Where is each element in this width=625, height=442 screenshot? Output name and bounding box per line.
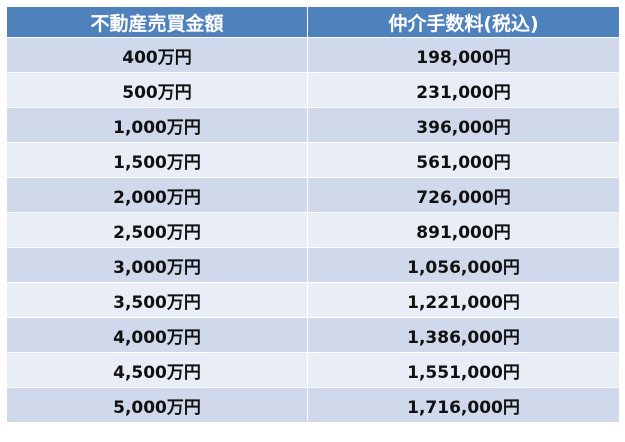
- table-row: 5,000万円 1,716,000円: [6, 387, 620, 423]
- sale-price-cell: 3,500万円: [6, 282, 308, 318]
- sale-price-cell: 2,000万円: [6, 177, 308, 213]
- table-row: 4,000万円 1,386,000円: [6, 317, 620, 353]
- table-row: 4,500万円 1,551,000円: [6, 352, 620, 388]
- brokerage-fee-cell: 561,000円: [307, 142, 620, 178]
- table-header-row: 不動産売買金額 仲介手数料(税込): [6, 6, 620, 38]
- brokerage-fee-cell: 1,716,000円: [307, 387, 620, 423]
- brokerage-fee-cell: 891,000円: [307, 212, 620, 248]
- sale-price-cell: 4,500万円: [6, 352, 308, 388]
- brokerage-fee-table: 不動産売買金額 仲介手数料(税込) 400万円 198,000円 500万円 2…: [6, 6, 620, 423]
- header-brokerage-fee: 仲介手数料(税込): [307, 6, 620, 38]
- brokerage-fee-cell: 198,000円: [307, 37, 620, 73]
- sale-price-cell: 500万円: [6, 72, 308, 108]
- brokerage-fee-cell: 1,221,000円: [307, 282, 620, 318]
- brokerage-fee-cell: 396,000円: [307, 107, 620, 143]
- sale-price-cell: 2,500万円: [6, 212, 308, 248]
- table-row: 1,500万円 561,000円: [6, 142, 620, 178]
- brokerage-fee-cell: 1,551,000円: [307, 352, 620, 388]
- table-row: 3,000万円 1,056,000円: [6, 247, 620, 283]
- brokerage-fee-cell: 231,000円: [307, 72, 620, 108]
- table-row: 3,500万円 1,221,000円: [6, 282, 620, 318]
- table-row: 500万円 231,000円: [6, 72, 620, 108]
- brokerage-fee-cell: 726,000円: [307, 177, 620, 213]
- sale-price-cell: 4,000万円: [6, 317, 308, 353]
- sale-price-cell: 5,000万円: [6, 387, 308, 423]
- sale-price-cell: 1,000万円: [6, 107, 308, 143]
- table-row: 1,000万円 396,000円: [6, 107, 620, 143]
- sale-price-cell: 3,000万円: [6, 247, 308, 283]
- header-sale-price: 不動産売買金額: [6, 6, 308, 38]
- brokerage-fee-cell: 1,386,000円: [307, 317, 620, 353]
- brokerage-fee-cell: 1,056,000円: [307, 247, 620, 283]
- sale-price-cell: 400万円: [6, 37, 308, 73]
- sale-price-cell: 1,500万円: [6, 142, 308, 178]
- table-row: 2,500万円 891,000円: [6, 212, 620, 248]
- table-row: 2,000万円 726,000円: [6, 177, 620, 213]
- table-row: 400万円 198,000円: [6, 37, 620, 73]
